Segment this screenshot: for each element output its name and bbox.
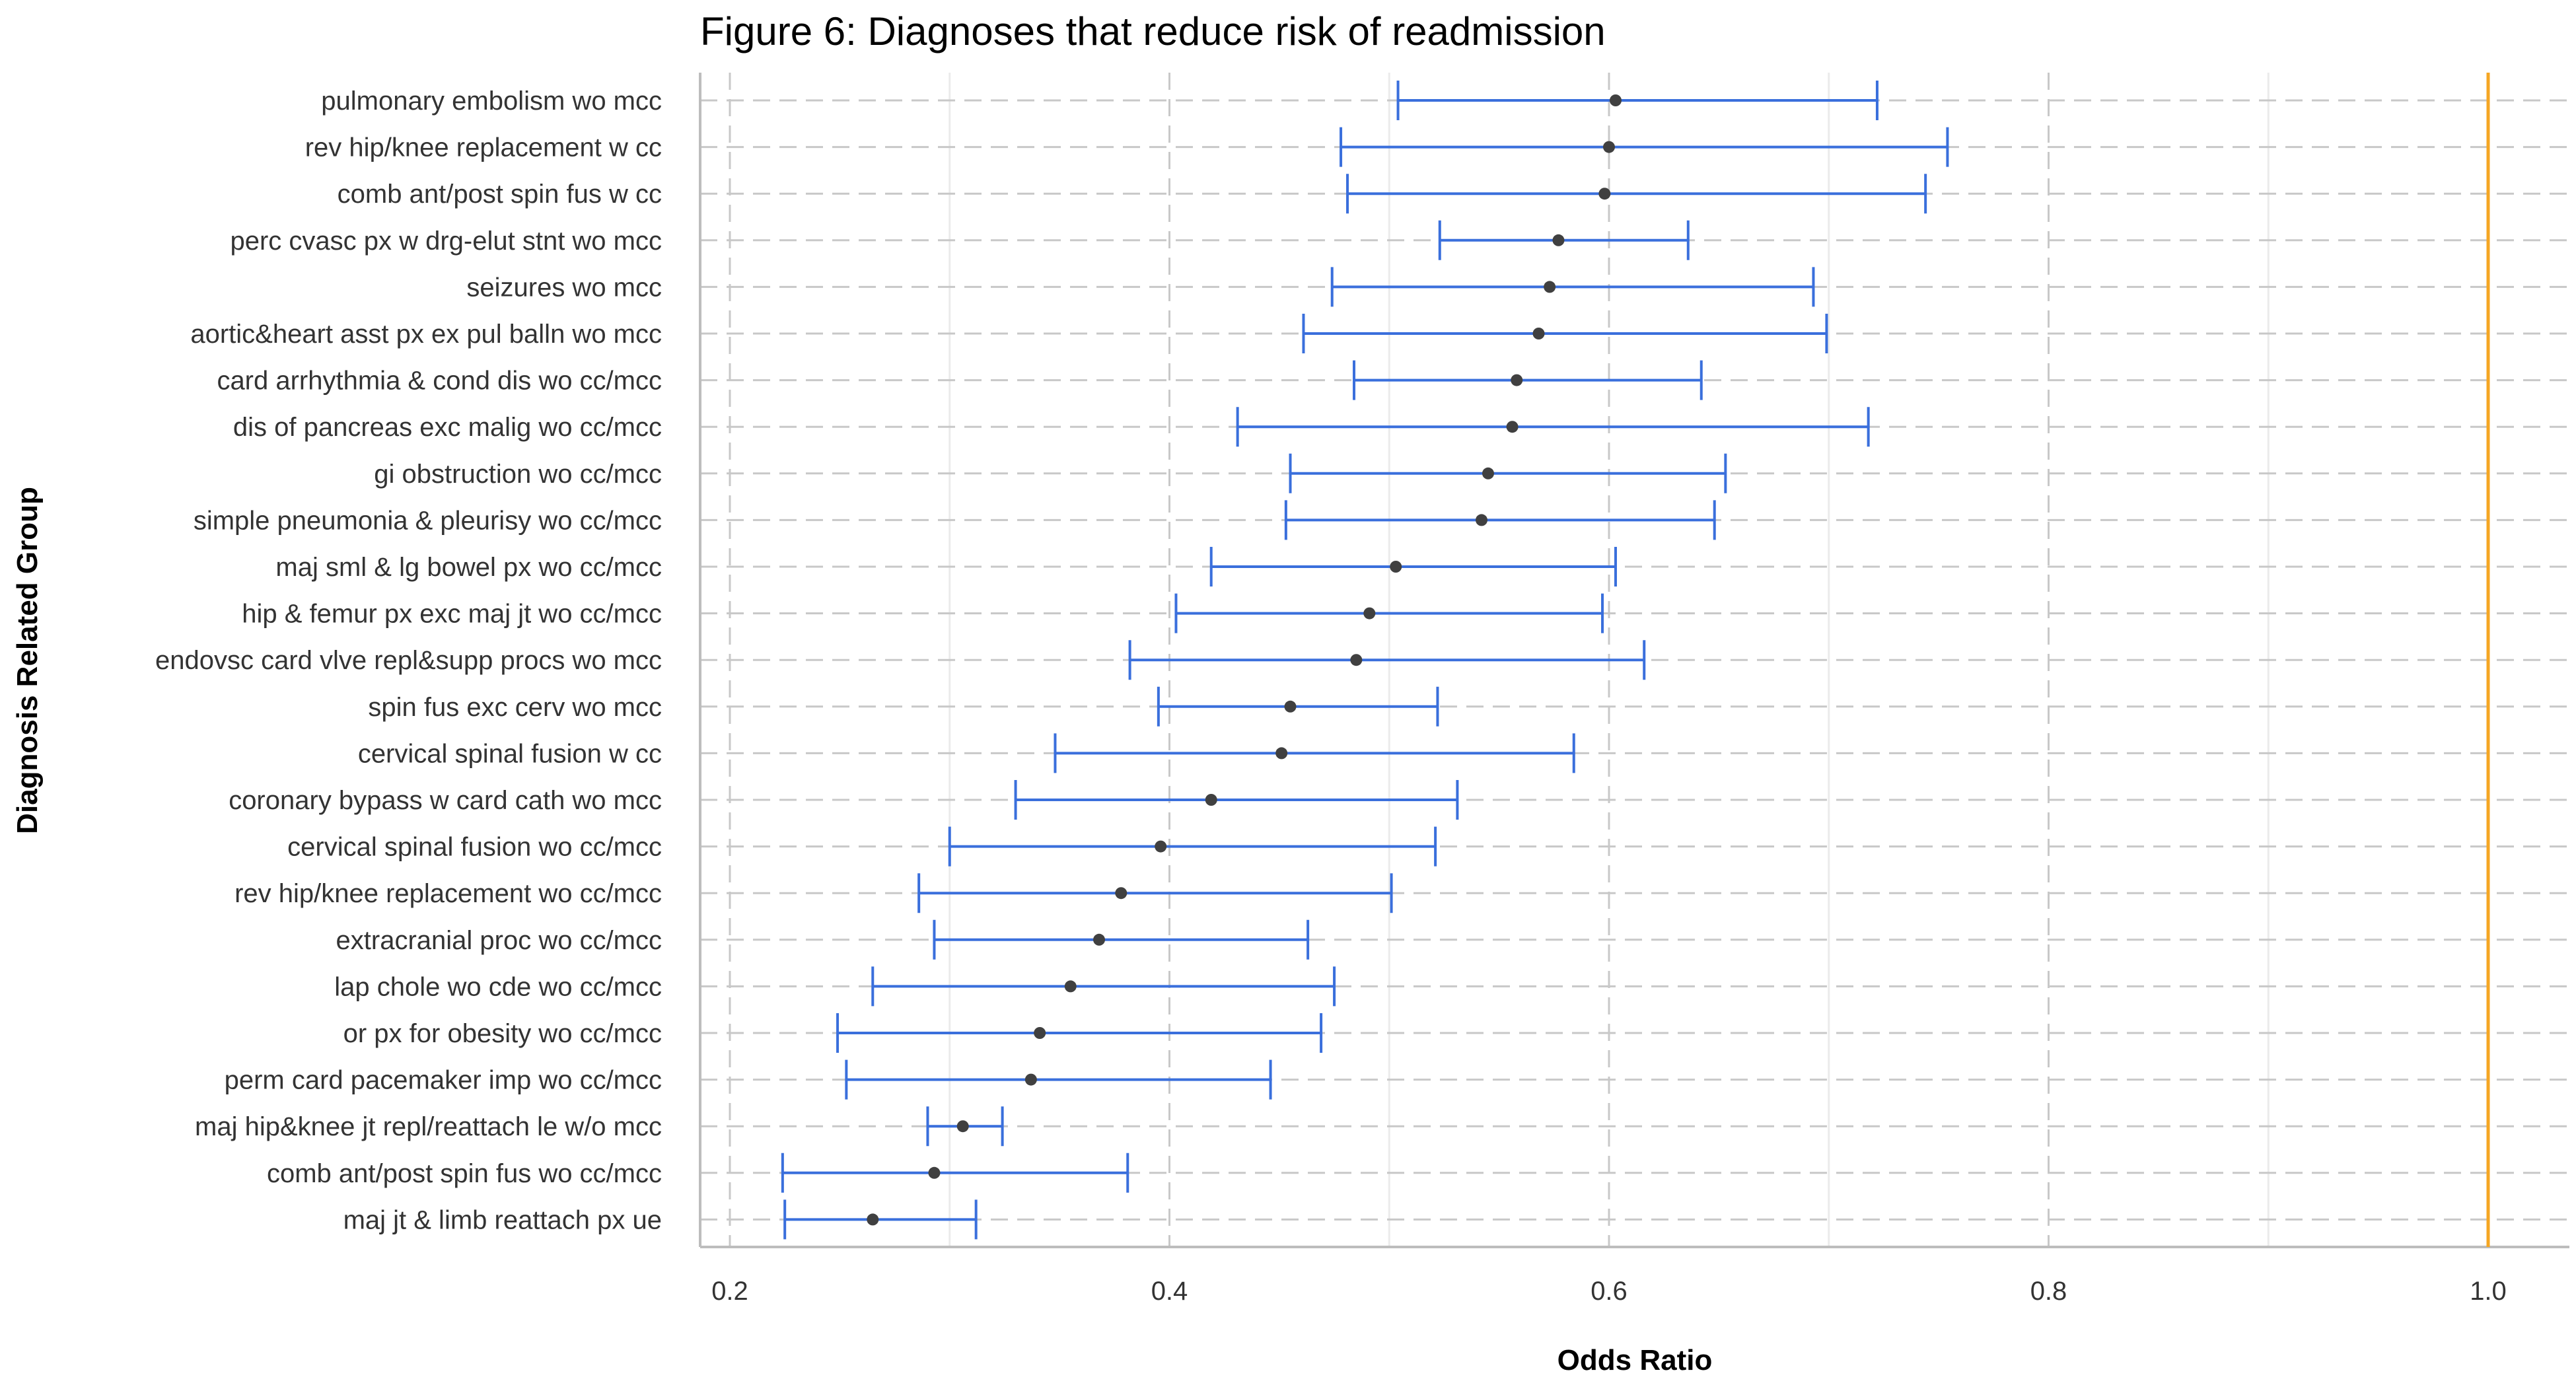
y-tick-label: aortic&heart asst px ex pul balln wo mcc [190,320,662,349]
chart-title: Figure 6: Diagnoses that reduce risk of … [700,9,1606,53]
x-tick-label: 0.2 [711,1277,748,1306]
y-axis-title: Diagnosis Related Group [11,487,44,834]
point-estimate [1115,887,1127,900]
point-estimates [867,94,1622,1226]
y-tick-label: simple pneumonia & pleurisy wo cc/mcc [194,506,662,535]
point-estimate [1544,281,1556,293]
point-estimate [1093,933,1106,946]
y-tick-label: comb ant/post spin fus w cc [338,180,662,209]
y-tick-label: hip & femur px exc maj jt wo cc/mcc [242,600,662,629]
point-estimate [1034,1027,1046,1039]
point-estimate [1064,980,1077,993]
y-tick-label: pulmonary embolism wo mcc [321,87,662,116]
x-tick-label: 0.6 [1591,1277,1628,1306]
y-tick-label: perm card pacemaker imp wo cc/mcc [225,1066,662,1095]
point-estimate [1275,747,1288,760]
point-estimate [1363,607,1376,620]
point-estimate [956,1120,969,1133]
point-estimate [1476,514,1488,526]
point-estimate [1552,234,1565,246]
y-tick-label: rev hip/knee replacement w cc [305,133,662,162]
y-tick-label: or px for obesity wo cc/mcc [343,1019,662,1048]
y-tick-label: perc cvasc px w drg-elut stnt wo mcc [230,227,662,256]
y-tick-label: comb ant/post spin fus wo cc/mcc [267,1159,662,1188]
point-estimate [1506,421,1519,433]
point-estimate [1350,654,1363,666]
y-tick-label: extracranial proc wo cc/mcc [336,926,662,955]
y-tick-label: maj sml & lg bowel px wo cc/mcc [275,553,662,582]
y-tick-label: dis of pancreas exc malig wo cc/mcc [233,413,662,442]
x-axis-title: Odds Ratio [1557,1344,1713,1376]
y-tick-label: cervical spinal fusion w cc [358,739,662,768]
point-estimate [1284,700,1297,713]
x-tick-label: 0.4 [1151,1277,1188,1306]
y-tick-label: gi obstruction wo cc/mcc [374,460,662,489]
y-tick-label: rev hip/knee replacement wo cc/mcc [234,879,662,908]
y-tick-label: lap chole wo cde wo cc/mcc [334,972,662,1001]
y-tick-label: coronary bypass w card cath wo mcc [229,786,662,815]
point-estimate [1603,141,1615,153]
y-tick-labels: pulmonary embolism wo mcc rev hip/knee re… [155,87,662,1234]
point-estimate [867,1213,879,1226]
point-estimate [1155,840,1167,853]
y-tick-label: cervical spinal fusion wo cc/mcc [287,833,662,862]
y-tick-label: maj jt & limb reattach px ue [343,1205,662,1234]
x-tick-labels: 0.2 0.4 0.6 0.8 1.0 [711,1277,2507,1306]
x-tick-label: 1.0 [2470,1277,2507,1306]
point-estimate [1598,188,1611,200]
point-estimate [1511,374,1523,386]
y-tick-label: spin fus exc cerv wo mcc [368,693,662,722]
point-estimate [928,1166,941,1179]
point-estimate [1482,467,1494,480]
y-tick-label: endovsc card vlve repl&supp procs wo mcc [155,646,662,675]
point-estimate [1609,94,1622,106]
axes [699,73,2569,1248]
y-tick-label: maj hip&knee jt repl/reattach le w/o mcc [195,1112,662,1141]
confidence-intervals [781,81,1949,1240]
point-estimate [1532,328,1545,339]
point-estimate [1205,794,1217,806]
y-tick-label: seizures wo mcc [466,273,662,302]
y-tick-label: card arrhythmia & cond dis wo cc/mcc [217,367,662,396]
x-tick-label: 0.8 [2030,1277,2067,1306]
point-estimate [1024,1073,1037,1086]
point-estimate [1390,561,1402,573]
